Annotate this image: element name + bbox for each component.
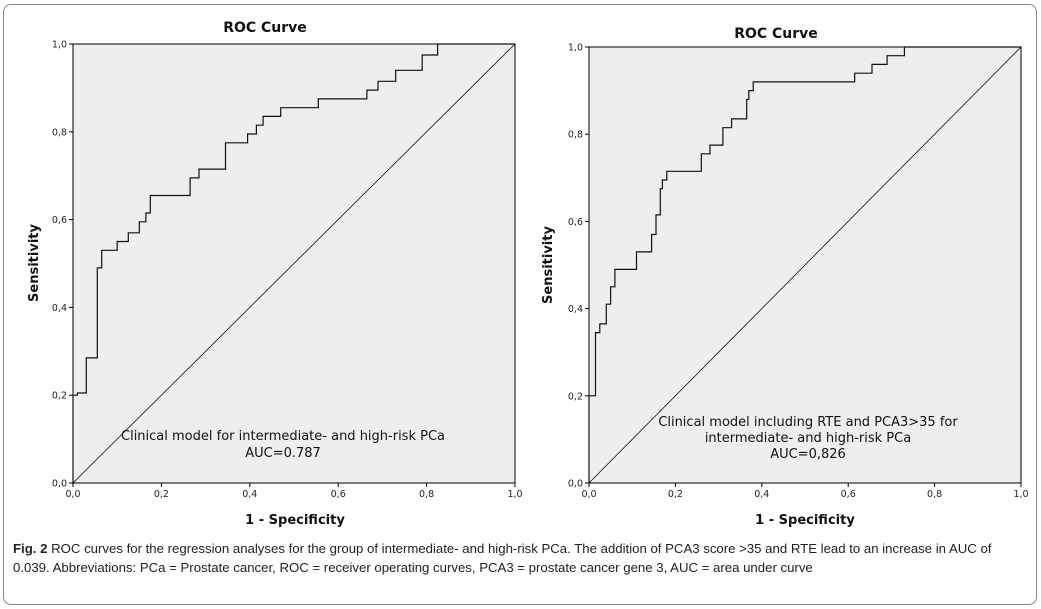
y-tick-label: 0,8	[568, 130, 583, 141]
x-tick-label: 0,0	[65, 489, 80, 500]
y-tick-label: 1,0	[52, 40, 67, 51]
y-tick-label: 0,0	[52, 479, 67, 490]
x-tick-label: 0,0	[581, 489, 596, 500]
x-tick-label: 0,8	[419, 489, 434, 500]
x-tick-label: 0,2	[668, 489, 683, 500]
auc-annotation-line: intermediate- and high-risk PCa	[705, 431, 911, 446]
reference-diagonal-line	[588, 46, 1022, 484]
reference-diagonal-line	[72, 43, 516, 484]
x-tick-label: 1,0	[1013, 489, 1028, 500]
figure-frame	[3, 4, 1037, 605]
y-tick-label: 0,0	[568, 479, 583, 490]
x-tick-label: 0,2	[154, 489, 169, 500]
chart-title: ROC Curve	[223, 20, 307, 36]
auc-annotation-line: AUC=0.787	[245, 446, 321, 461]
y-tick-label: 0,6	[52, 215, 67, 226]
y-tick-label: 0,6	[568, 217, 583, 228]
auc-annotation-line: Clinical model for intermediate- and hig…	[121, 429, 445, 444]
chart-title: ROC Curve	[734, 26, 818, 42]
y-axis-label: Sensitivity	[541, 226, 556, 304]
roc-curve-line	[72, 43, 515, 483]
figure-caption: Fig. 2 ROC curves for the regression ana…	[13, 539, 1028, 577]
y-tick-label: 0,2	[568, 391, 583, 402]
x-tick-label: 0,6	[331, 489, 346, 500]
y-tick-label: 0,2	[52, 391, 67, 402]
auc-annotation-line: AUC=0,826	[770, 447, 846, 462]
y-tick-label: 0,8	[52, 127, 67, 138]
y-tick-label: 1,0	[568, 43, 583, 54]
x-tick-label: 0,6	[841, 489, 856, 500]
x-tick-label: 0,4	[242, 489, 257, 500]
auc-annotation-line: Clinical model including RTE and PCA3>35…	[658, 415, 958, 430]
x-tick-label: 1,0	[507, 489, 522, 500]
x-tick-label: 0,4	[754, 489, 769, 500]
x-axis-label: 1 - Specificity	[755, 513, 855, 528]
x-axis-label: 1 - Specificity	[245, 513, 345, 528]
caption-label: Fig. 2	[13, 541, 48, 556]
roc-curve-line	[588, 46, 1021, 483]
caption-text: ROC curves for the regression analyses f…	[13, 541, 992, 575]
y-axis-label: Sensitivity	[27, 224, 42, 302]
y-tick-label: 0,4	[52, 303, 67, 314]
x-tick-label: 0,8	[927, 489, 942, 500]
y-tick-label: 0,4	[568, 304, 583, 315]
